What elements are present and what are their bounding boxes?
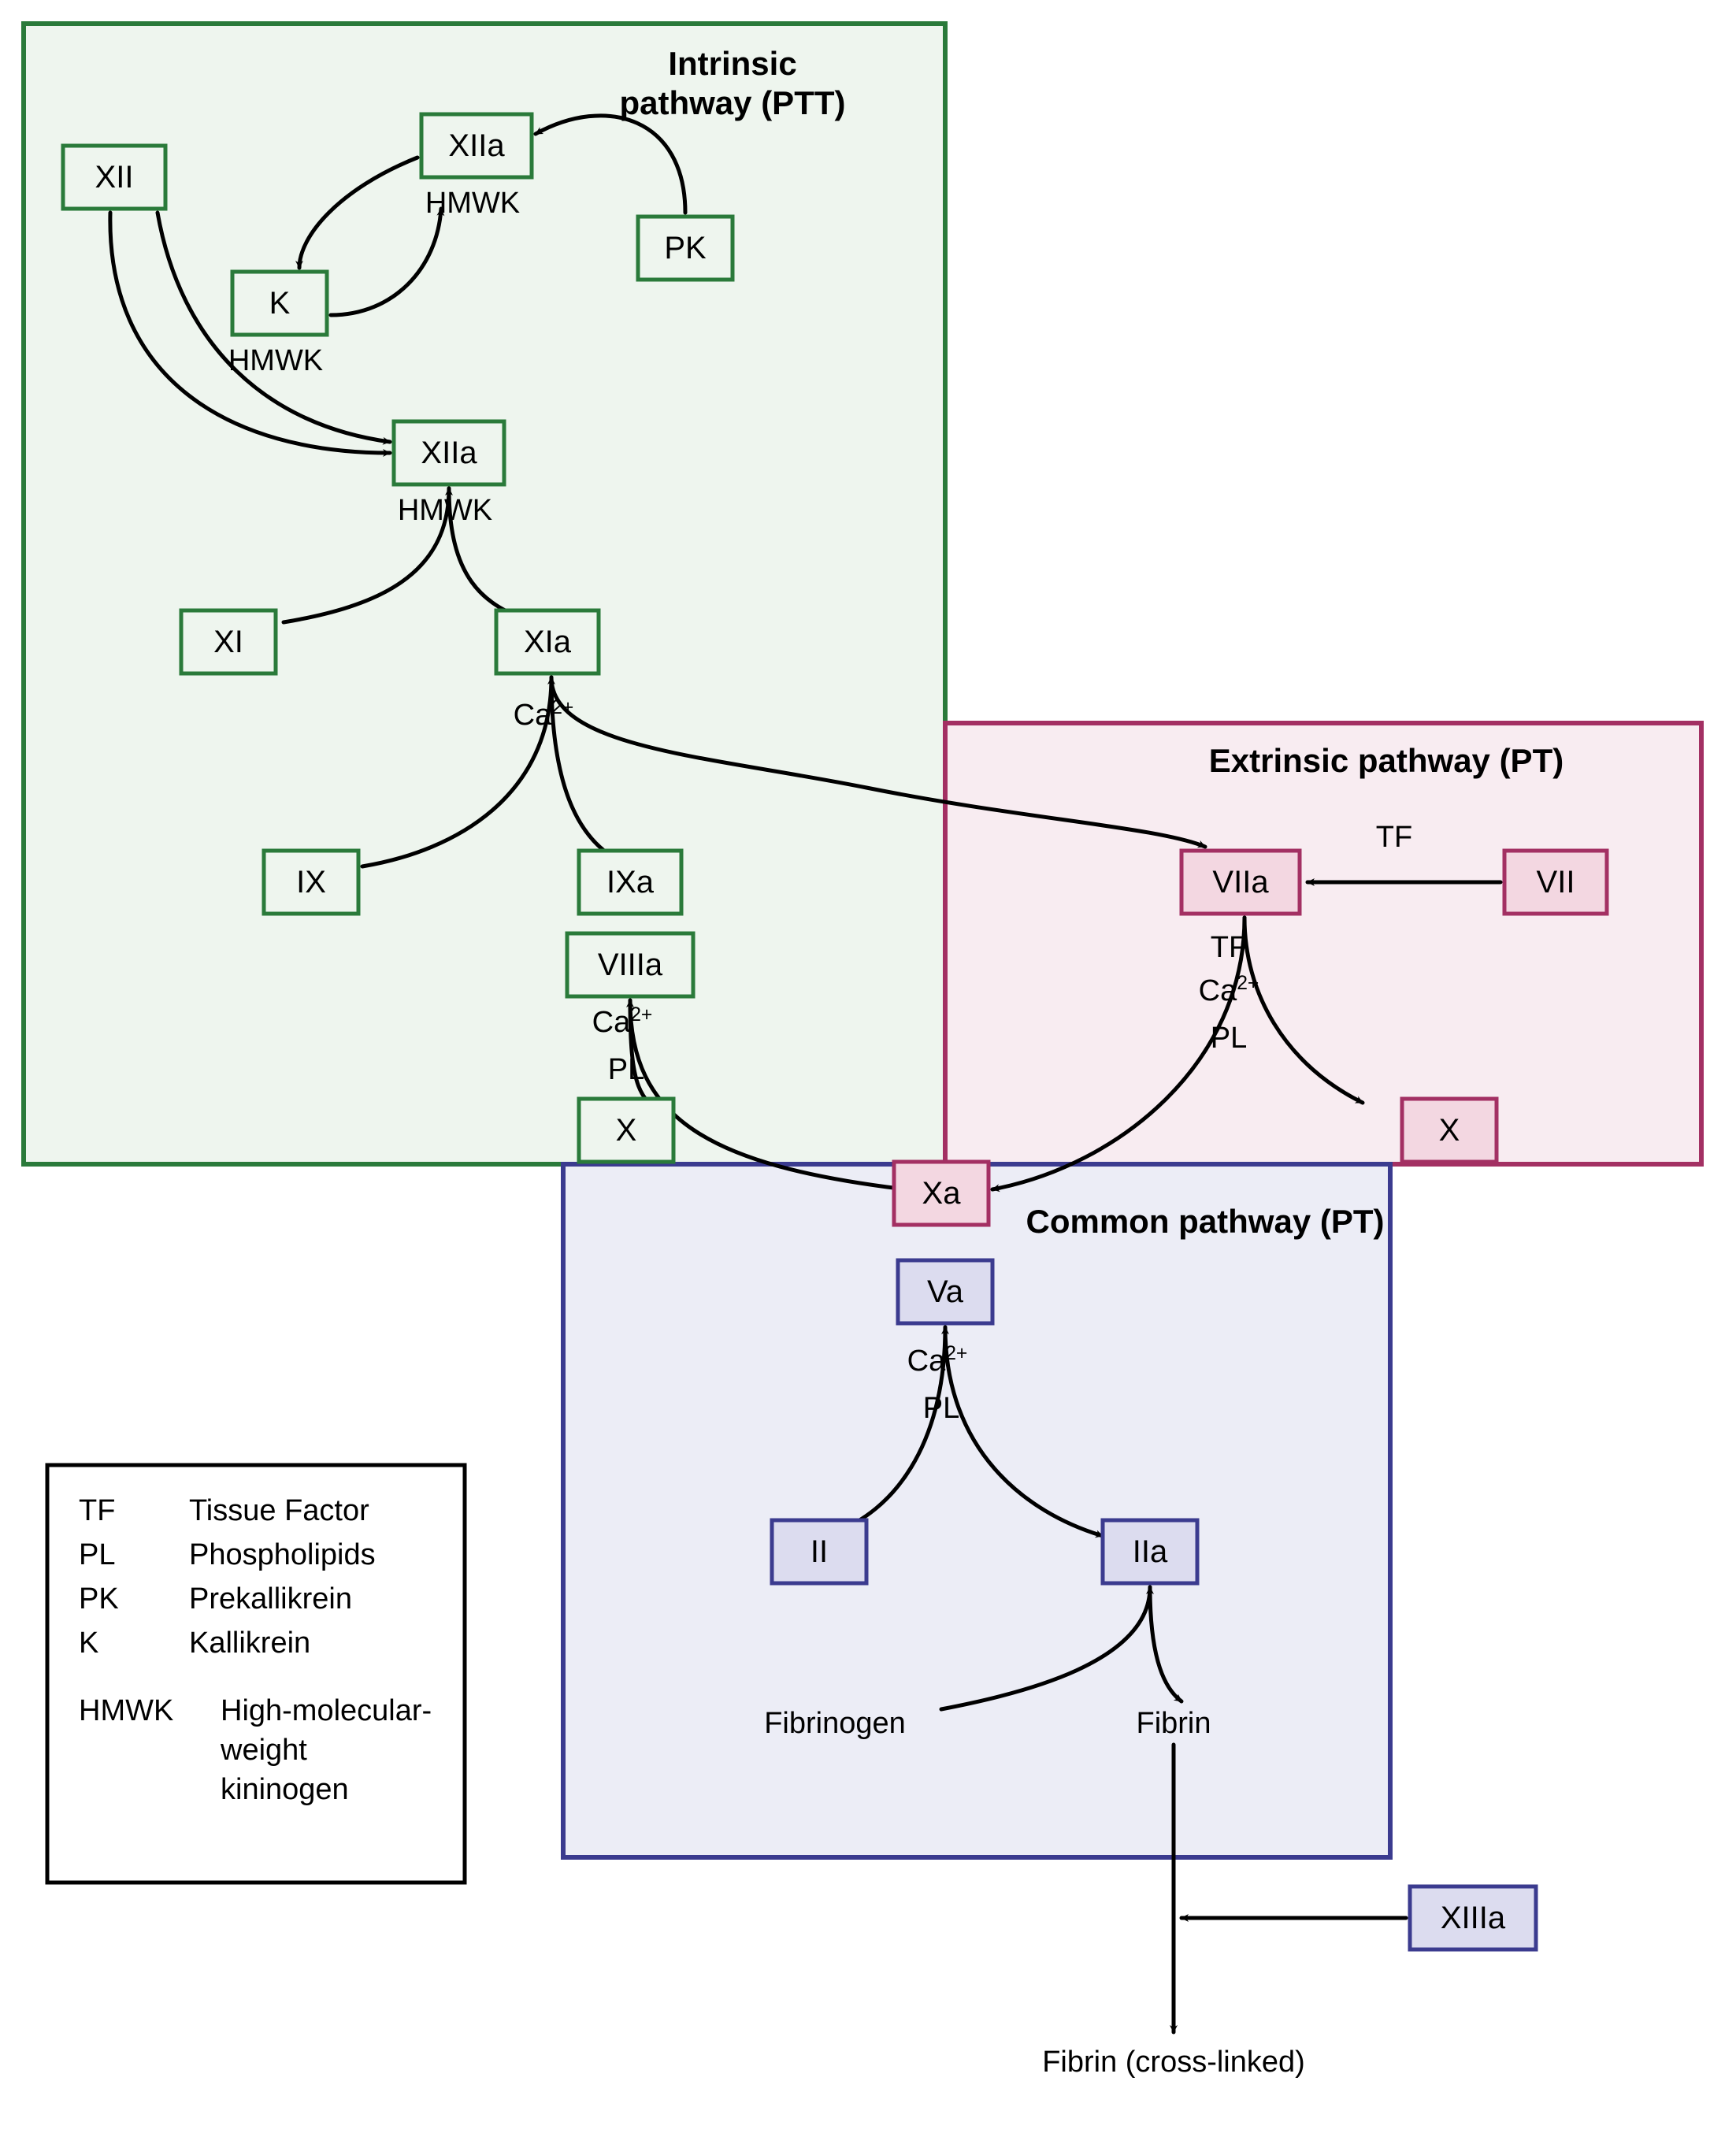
panel-title-extrinsic: Extrinsic pathway (PT) bbox=[1209, 742, 1564, 779]
node-label-IXa: IXa bbox=[606, 865, 655, 900]
aux-FibrinX: Fibrin (cross-linked) bbox=[1042, 2046, 1305, 2079]
node-label-IX: IX bbox=[296, 865, 326, 900]
node-label-II: II bbox=[811, 1534, 828, 1569]
aux-PL3: PL bbox=[923, 1392, 959, 1425]
legend-full-HMWK-1: weight bbox=[220, 1734, 307, 1767]
legend-abbr-HMWK: HMWK bbox=[79, 1694, 173, 1727]
aux-TF2: TF bbox=[1211, 931, 1247, 964]
panel-title-intrinsic: Intrinsic bbox=[668, 45, 796, 82]
node-label-VIIIa: VIIIa bbox=[598, 948, 663, 982]
legend-full-HMWK-2: kininogen bbox=[221, 1773, 349, 1806]
panel-extrinsic bbox=[945, 723, 1701, 1164]
legend-abbr-PK: PK bbox=[79, 1582, 119, 1616]
legend-full-HMWK-0: High-molecular- bbox=[221, 1694, 432, 1727]
legend-full-K: Kallikrein bbox=[189, 1627, 310, 1660]
legend-full-PK: Prekallikrein bbox=[189, 1582, 352, 1616]
node-label-Xa: Xa bbox=[922, 1176, 962, 1211]
aux-HMWK1: HMWK bbox=[425, 187, 520, 220]
node-label-Xg: X bbox=[616, 1113, 637, 1148]
aux-TF1: TF bbox=[1376, 821, 1412, 854]
node-label-XII: XII bbox=[95, 160, 134, 195]
aux-HMWK3: HMWK bbox=[398, 494, 492, 527]
panel-title-intrinsic: pathway (PTT) bbox=[619, 84, 845, 121]
aux-HMWK2: HMWK bbox=[228, 344, 323, 377]
legend-abbr-PL: PL bbox=[79, 1538, 115, 1571]
node-label-Xp: X bbox=[1439, 1113, 1460, 1148]
panel-title-common: Common pathway (PT) bbox=[1026, 1203, 1384, 1240]
legend-full-TF: Tissue Factor bbox=[189, 1494, 369, 1527]
aux-PL2: PL bbox=[1211, 1022, 1247, 1055]
node-label-XIa: XIa bbox=[524, 625, 572, 659]
node-label-PK: PK bbox=[664, 231, 707, 265]
node-label-K: K bbox=[269, 286, 291, 321]
legend-box bbox=[47, 1465, 465, 1883]
node-label-VII: VII bbox=[1537, 865, 1575, 900]
legend-abbr-K: K bbox=[79, 1627, 98, 1660]
aux-Fibrin: Fibrin bbox=[1136, 1707, 1211, 1740]
node-label-XIIa2: XIIa bbox=[421, 436, 477, 470]
node-label-VIIa: VIIa bbox=[1212, 865, 1269, 900]
legend-full-PL: Phospholipids bbox=[189, 1538, 376, 1571]
node-label-XI: XI bbox=[213, 625, 243, 659]
node-label-Va: Va bbox=[927, 1274, 964, 1309]
node-label-IIa: IIa bbox=[1133, 1534, 1168, 1569]
aux-PL1: PL bbox=[608, 1053, 644, 1086]
node-label-XIIa1: XIIa bbox=[448, 128, 505, 163]
node-label-XIIIa: XIIIa bbox=[1441, 1901, 1506, 1935]
legend-abbr-TF: TF bbox=[79, 1494, 115, 1527]
aux-Fibrinogen: Fibrinogen bbox=[764, 1707, 906, 1740]
